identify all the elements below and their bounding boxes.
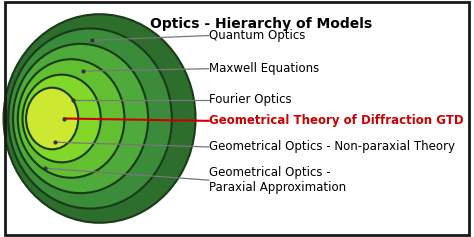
Text: Geometrical Optics -
Paraxial Approximation: Geometrical Optics - Paraxial Approximat… [209, 166, 346, 194]
Text: Optics - Hierarchy of Models: Optics - Hierarchy of Models [150, 17, 372, 31]
Text: Maxwell Equations: Maxwell Equations [209, 62, 319, 75]
Text: Quantum Optics: Quantum Optics [209, 29, 305, 42]
Text: Fourier Optics: Fourier Optics [209, 93, 291, 106]
Ellipse shape [13, 44, 148, 193]
Text: Geometrical Theory of Diffraction GTD: Geometrical Theory of Diffraction GTD [209, 114, 463, 127]
Ellipse shape [23, 75, 100, 162]
Text: Geometrical Optics - Non-paraxial Theory: Geometrical Optics - Non-paraxial Theory [209, 141, 455, 153]
Ellipse shape [26, 88, 78, 149]
Ellipse shape [9, 28, 172, 209]
Ellipse shape [18, 59, 124, 178]
Ellipse shape [3, 14, 195, 223]
